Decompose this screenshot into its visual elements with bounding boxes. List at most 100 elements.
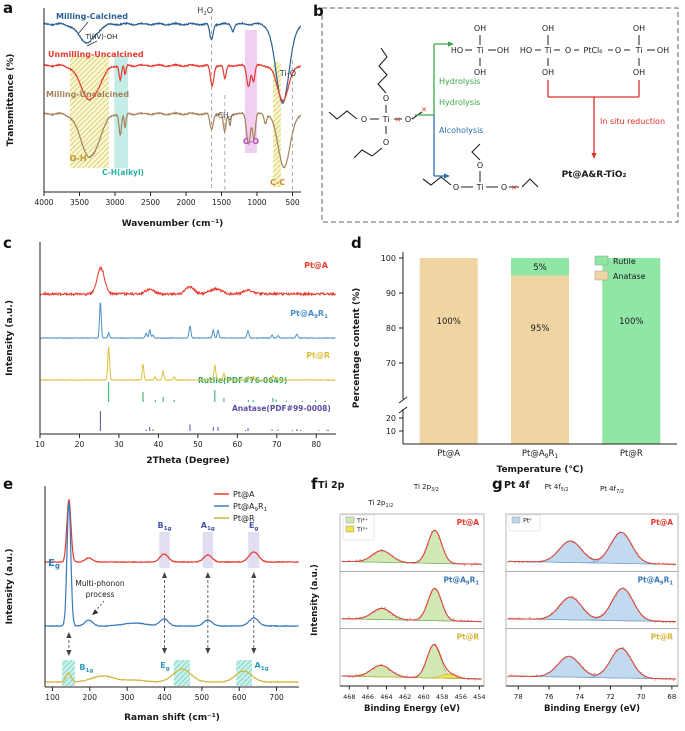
panel-a-letter: a bbox=[3, 0, 14, 17]
series-label: Unmilling-Uncalcined bbox=[48, 50, 144, 59]
x-tick-label: 456 bbox=[455, 693, 467, 701]
y-tick-label: 70 bbox=[386, 359, 396, 368]
annotation: C-C bbox=[270, 178, 285, 187]
legend-label: Rutile bbox=[613, 257, 636, 266]
x-axis-label: Temperature (℃) bbox=[497, 465, 584, 474]
panel-g-letter: g bbox=[492, 475, 503, 493]
x-tick-label: 500 bbox=[285, 198, 300, 207]
scheme-text: Alcoholysis bbox=[439, 126, 483, 135]
x-tick-label: 462 bbox=[399, 693, 411, 701]
category-label: Pt@A bbox=[437, 449, 460, 459]
peak-label: Ti 2p1/2 bbox=[367, 499, 393, 509]
y-axis-label: Intensity (a.u.) bbox=[5, 300, 15, 376]
legend-label: Pt@A9R1 bbox=[233, 502, 268, 513]
annotation: Ti(IV)-OH bbox=[85, 33, 118, 41]
subpanel-label: Pt@A9R1 bbox=[638, 575, 674, 586]
scheme-text: OH bbox=[542, 68, 554, 77]
x-tick-label: 20 bbox=[75, 440, 85, 449]
x-tick-label: 4000 bbox=[34, 198, 53, 207]
scheme-text: In situ reduction bbox=[600, 117, 665, 126]
x-axis-label: Binding Energy (eV) bbox=[544, 704, 640, 714]
scheme-text: HO bbox=[451, 46, 463, 55]
x-tick-label: 70 bbox=[272, 440, 282, 449]
legend-label: Ti³⁺ bbox=[356, 527, 368, 534]
peak-label: Ti 2p3/2 bbox=[413, 483, 439, 493]
scheme-text: O bbox=[361, 115, 367, 124]
annotation: Ti-O bbox=[279, 69, 296, 78]
panel-c-xrd-chart: Rutile(PDF#76-0649) Anatase(PDF#99-0008) P… bbox=[5, 242, 336, 466]
subpanel-label: Pt@A bbox=[651, 518, 674, 527]
legend-label: Pt@A bbox=[233, 490, 255, 499]
panel-b-reaction-scheme: Ti O O O O ✕ ✕ OH HO Ti OH OH OH HO Ti OH O PtCl₆ O Ti OH OH O… bbox=[321, 7, 679, 223]
panel-title: Pt 4f bbox=[504, 480, 530, 491]
x-axis-label: Raman shift (cm⁻¹) bbox=[124, 713, 220, 723]
scheme-text: Ti bbox=[476, 46, 484, 55]
x-tick-label: 2500 bbox=[141, 198, 160, 207]
scheme-text: ✕ bbox=[421, 106, 427, 114]
scheme-text: OH bbox=[633, 68, 645, 77]
subpanel-label: Pt@R bbox=[651, 633, 674, 642]
x-tick-label: 400 bbox=[157, 693, 172, 702]
x-tick-label: 72 bbox=[606, 693, 615, 701]
scheme-text: Ti bbox=[544, 46, 552, 55]
scheme-text: ✕ bbox=[511, 184, 517, 192]
panel-d-letter: d bbox=[351, 234, 362, 252]
series-label: Pt@R bbox=[306, 351, 330, 360]
x-tick-label: 700 bbox=[269, 693, 284, 702]
x-axis-label: 2Theta (Degree) bbox=[146, 456, 229, 466]
category-label: Pt@A9R1 bbox=[522, 449, 558, 460]
x-tick-label: 1500 bbox=[212, 198, 231, 207]
bar-value: 100% bbox=[437, 317, 461, 327]
scheme-text: O bbox=[501, 183, 507, 192]
scheme-text: Ti bbox=[382, 115, 390, 124]
series-label: Pt@A9R1 bbox=[290, 309, 328, 320]
panel-g-xps-pt4f-chart: Pt 4f Pt 4f5/2 Pt 4f7/2 Pt@A Pt@A9R1 Pt@R Pt⁰ 7… bbox=[504, 480, 679, 714]
panel-f-xps-ti2p-chart: Ti 2p Ti 2p3/2 Ti 2p1/2 Pt@A Pt@A9R1 Pt@R Ti⁴⁺… bbox=[310, 480, 486, 714]
x-tick-label: 468 bbox=[343, 693, 355, 701]
y-tick-label: 80 bbox=[386, 324, 396, 333]
annotation: -CH2- bbox=[215, 111, 235, 122]
x-tick-label: 300 bbox=[120, 693, 135, 702]
scheme-text: PtCl₆ bbox=[584, 46, 603, 55]
x-tick-label: 464 bbox=[380, 693, 392, 701]
y-axis-label: Intensity (a.u.) bbox=[5, 549, 15, 625]
scheme-text: OH bbox=[474, 24, 486, 33]
x-tick-label: 600 bbox=[232, 693, 247, 702]
scheme-text: O bbox=[383, 138, 389, 147]
x-tick-label: 60 bbox=[233, 440, 243, 449]
series-label: Milling-Uncalcined bbox=[46, 90, 129, 99]
legend-label: Pt@R bbox=[233, 514, 255, 523]
annotation: process bbox=[86, 590, 115, 599]
panel-f-letter: f bbox=[311, 475, 318, 493]
x-tick-label: 1000 bbox=[247, 198, 266, 207]
mode-label: A1g bbox=[201, 521, 215, 532]
x-tick-label: 3000 bbox=[105, 198, 124, 207]
x-tick-label: 466 bbox=[362, 693, 374, 701]
scheme-text: O bbox=[477, 161, 483, 170]
scheme-text: O bbox=[565, 46, 571, 55]
annotation: Multi-phonon bbox=[75, 579, 124, 588]
x-axis-label: Wavenumber (cm⁻¹) bbox=[122, 219, 224, 229]
x-tick-label: 200 bbox=[83, 693, 98, 702]
legend-label: Ti⁴⁺ bbox=[356, 518, 368, 525]
x-tick-label: 40 bbox=[154, 440, 164, 449]
scheme-text: HO bbox=[520, 46, 532, 55]
scheme-text: OH bbox=[633, 24, 645, 33]
scheme-text: Hydrolysis bbox=[439, 98, 480, 107]
x-tick-label: 68 bbox=[667, 693, 676, 701]
x-tick-label: 78 bbox=[514, 693, 523, 701]
panel-c-letter: c bbox=[3, 234, 12, 252]
scheme-text: OH bbox=[657, 46, 669, 55]
scheme-text: Ti bbox=[476, 183, 484, 192]
scheme-text: Hydrolysis bbox=[439, 77, 480, 86]
mode-label: B1g bbox=[158, 521, 172, 532]
scheme-text: ✕ bbox=[395, 116, 401, 124]
panel-e-letter: e bbox=[3, 475, 14, 493]
x-tick-label: 458 bbox=[436, 693, 448, 701]
panel-b-letter: b bbox=[313, 2, 324, 20]
x-tick-label: 80 bbox=[311, 440, 321, 449]
legend-label: Anatase bbox=[613, 272, 646, 281]
x-tick-label: 76 bbox=[545, 693, 554, 701]
